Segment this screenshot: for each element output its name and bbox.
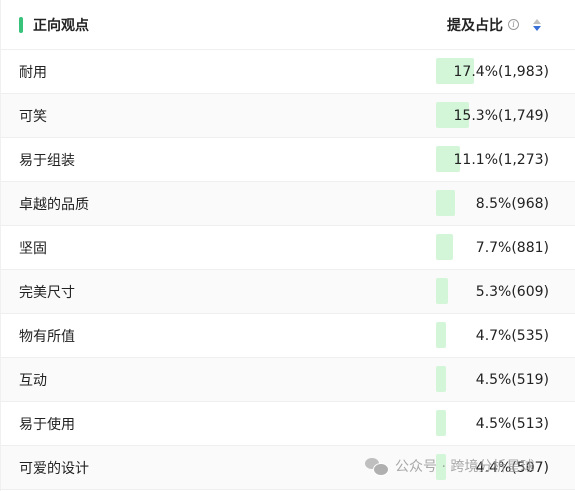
sort-descending-caret-icon [533,25,541,31]
watermark-text: 公众号 · 跨境分析星球 [395,459,535,475]
mention-share-value: 8.5%(968) [475,196,549,212]
opinion-row[interactable]: 可爱的设计 4.4%(507) [1,446,575,490]
mention-share-bar [436,278,448,304]
opinion-label: 卓越的品质 [19,196,89,213]
opinion-label: 坚固 [19,240,47,257]
opinion-row[interactable]: 易于使用 4.5%(513) [1,402,575,446]
mention-share-bar [436,322,446,348]
mention-share-value: 5.3%(609) [475,284,549,300]
opinion-row[interactable]: 完美尺寸 5.3%(609) [1,270,575,314]
opinion-label: 可爱的设计 [19,460,89,477]
mention-share-value: 17.4%(1,983) [453,64,549,80]
mention-share-bar [436,410,446,436]
mention-share-bar [436,58,474,84]
mention-share-title: 提及占比 [447,17,503,34]
opinion-label: 物有所值 [19,328,75,345]
opinion-row[interactable]: 坚固 7.7%(881) [1,226,575,270]
accent-bar [19,16,23,33]
mention-share-bar [436,190,455,216]
mention-share-bar [436,366,446,392]
mention-share-value: 7.7%(881) [475,240,549,256]
mention-share-value: 4.5%(513) [475,416,549,432]
mention-share-bar [436,146,460,172]
header-title-group: 正向观点 [19,15,89,35]
watermark: 公众号 · 跨境分析星球 [365,456,534,476]
mention-share-value: 11.1%(1,273) [453,152,549,168]
mention-share-bar [436,102,469,128]
opinion-list: 耐用 17.4%(1,983) 可笑 15.3%(1,749) 易于组装 11.1%(1,… [1,50,575,490]
opinion-row[interactable]: 易于组装 11.1%(1,273) [1,138,575,182]
mention-share-value: 15.3%(1,749) [453,108,549,124]
table-header: 正向观点 提及占比 i [1,0,575,50]
header-title: 正向观点 [33,17,89,34]
mention-share-value: 4.7%(535) [475,328,549,344]
opinion-label: 互动 [19,372,47,389]
mention-share-value: 4.5%(519) [475,372,549,388]
opinion-row[interactable]: 物有所值 4.7%(535) [1,314,575,358]
sort-ascending-caret-icon [533,18,541,24]
opinion-row[interactable]: 卓越的品质 8.5%(968) [1,182,575,226]
opinion-row[interactable]: 互动 4.5%(519) [1,358,575,402]
opinion-row[interactable]: 可笑 15.3%(1,749) [1,94,575,138]
opinion-label: 易于使用 [19,416,75,433]
mention-share-bar [436,454,446,480]
mention-share-column-header[interactable]: 提及占比 i [447,15,541,35]
opinion-label: 耐用 [19,64,47,81]
info-circle-icon[interactable]: i [508,19,519,30]
mention-share-value: 4.4%(507) [475,460,549,476]
opinion-label: 易于组装 [19,152,75,169]
sort-caret-icon[interactable] [533,18,541,31]
opinion-label: 可笑 [19,108,47,125]
opinion-label: 完美尺寸 [19,284,75,301]
wechat-icon [365,457,389,476]
mention-share-bar [436,234,453,260]
opinion-row[interactable]: 耐用 17.4%(1,983) [1,50,575,94]
